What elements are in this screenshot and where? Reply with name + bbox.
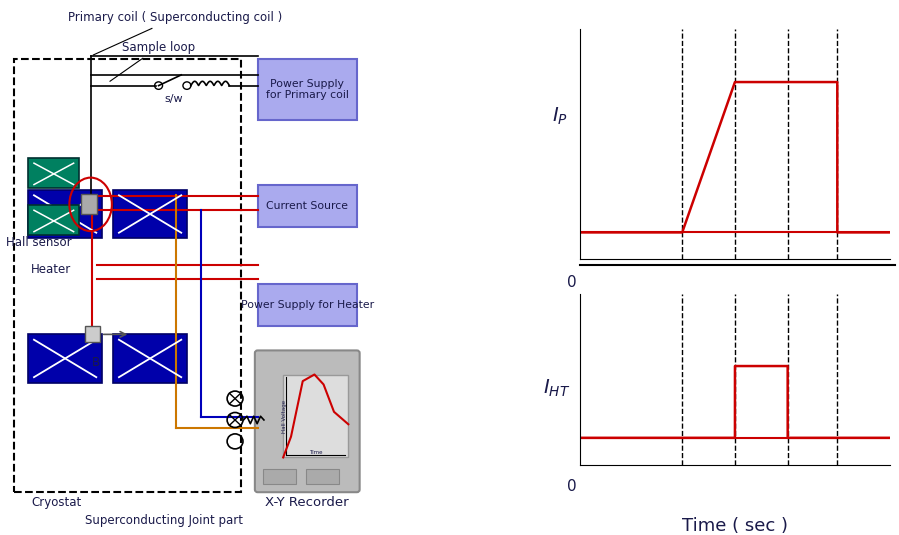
FancyBboxPatch shape bbox=[255, 350, 360, 492]
Text: $I_P$: $I_P$ bbox=[552, 105, 568, 127]
Text: Primary coil ( Superconducting coil ): Primary coil ( Superconducting coil ) bbox=[68, 11, 282, 55]
FancyBboxPatch shape bbox=[258, 284, 357, 326]
FancyBboxPatch shape bbox=[85, 326, 100, 342]
FancyBboxPatch shape bbox=[306, 469, 339, 484]
Text: 0: 0 bbox=[567, 479, 577, 494]
Text: Hall sensor: Hall sensor bbox=[5, 236, 71, 249]
Text: $I_{HT}$: $I_{HT}$ bbox=[543, 378, 570, 399]
Text: Cryostat: Cryostat bbox=[31, 495, 82, 509]
FancyBboxPatch shape bbox=[113, 334, 187, 383]
FancyBboxPatch shape bbox=[258, 59, 357, 120]
FancyBboxPatch shape bbox=[258, 185, 357, 227]
Text: 0: 0 bbox=[567, 275, 577, 290]
Text: Sample loop: Sample loop bbox=[110, 41, 195, 81]
Text: Power Supply
for Primary coil: Power Supply for Primary coil bbox=[266, 79, 349, 101]
Text: B: B bbox=[93, 356, 101, 370]
FancyBboxPatch shape bbox=[283, 374, 348, 457]
Text: Time ( sec ): Time ( sec ) bbox=[682, 516, 788, 534]
Text: Current Source: Current Source bbox=[266, 201, 348, 211]
FancyBboxPatch shape bbox=[29, 205, 79, 235]
FancyBboxPatch shape bbox=[29, 190, 102, 238]
FancyBboxPatch shape bbox=[81, 194, 97, 214]
Text: Time: Time bbox=[309, 450, 323, 455]
Text: Heater: Heater bbox=[31, 263, 71, 276]
FancyBboxPatch shape bbox=[29, 158, 79, 188]
Text: s/w: s/w bbox=[165, 94, 182, 104]
FancyBboxPatch shape bbox=[29, 334, 102, 383]
FancyBboxPatch shape bbox=[113, 190, 187, 238]
FancyBboxPatch shape bbox=[263, 469, 296, 484]
Text: X-Y Recorder: X-Y Recorder bbox=[265, 495, 349, 509]
Text: Power Supply for Heater: Power Supply for Heater bbox=[241, 300, 374, 310]
Text: Superconducting Joint part: Superconducting Joint part bbox=[85, 514, 243, 528]
Text: Hall Voltage: Hall Voltage bbox=[282, 400, 288, 432]
